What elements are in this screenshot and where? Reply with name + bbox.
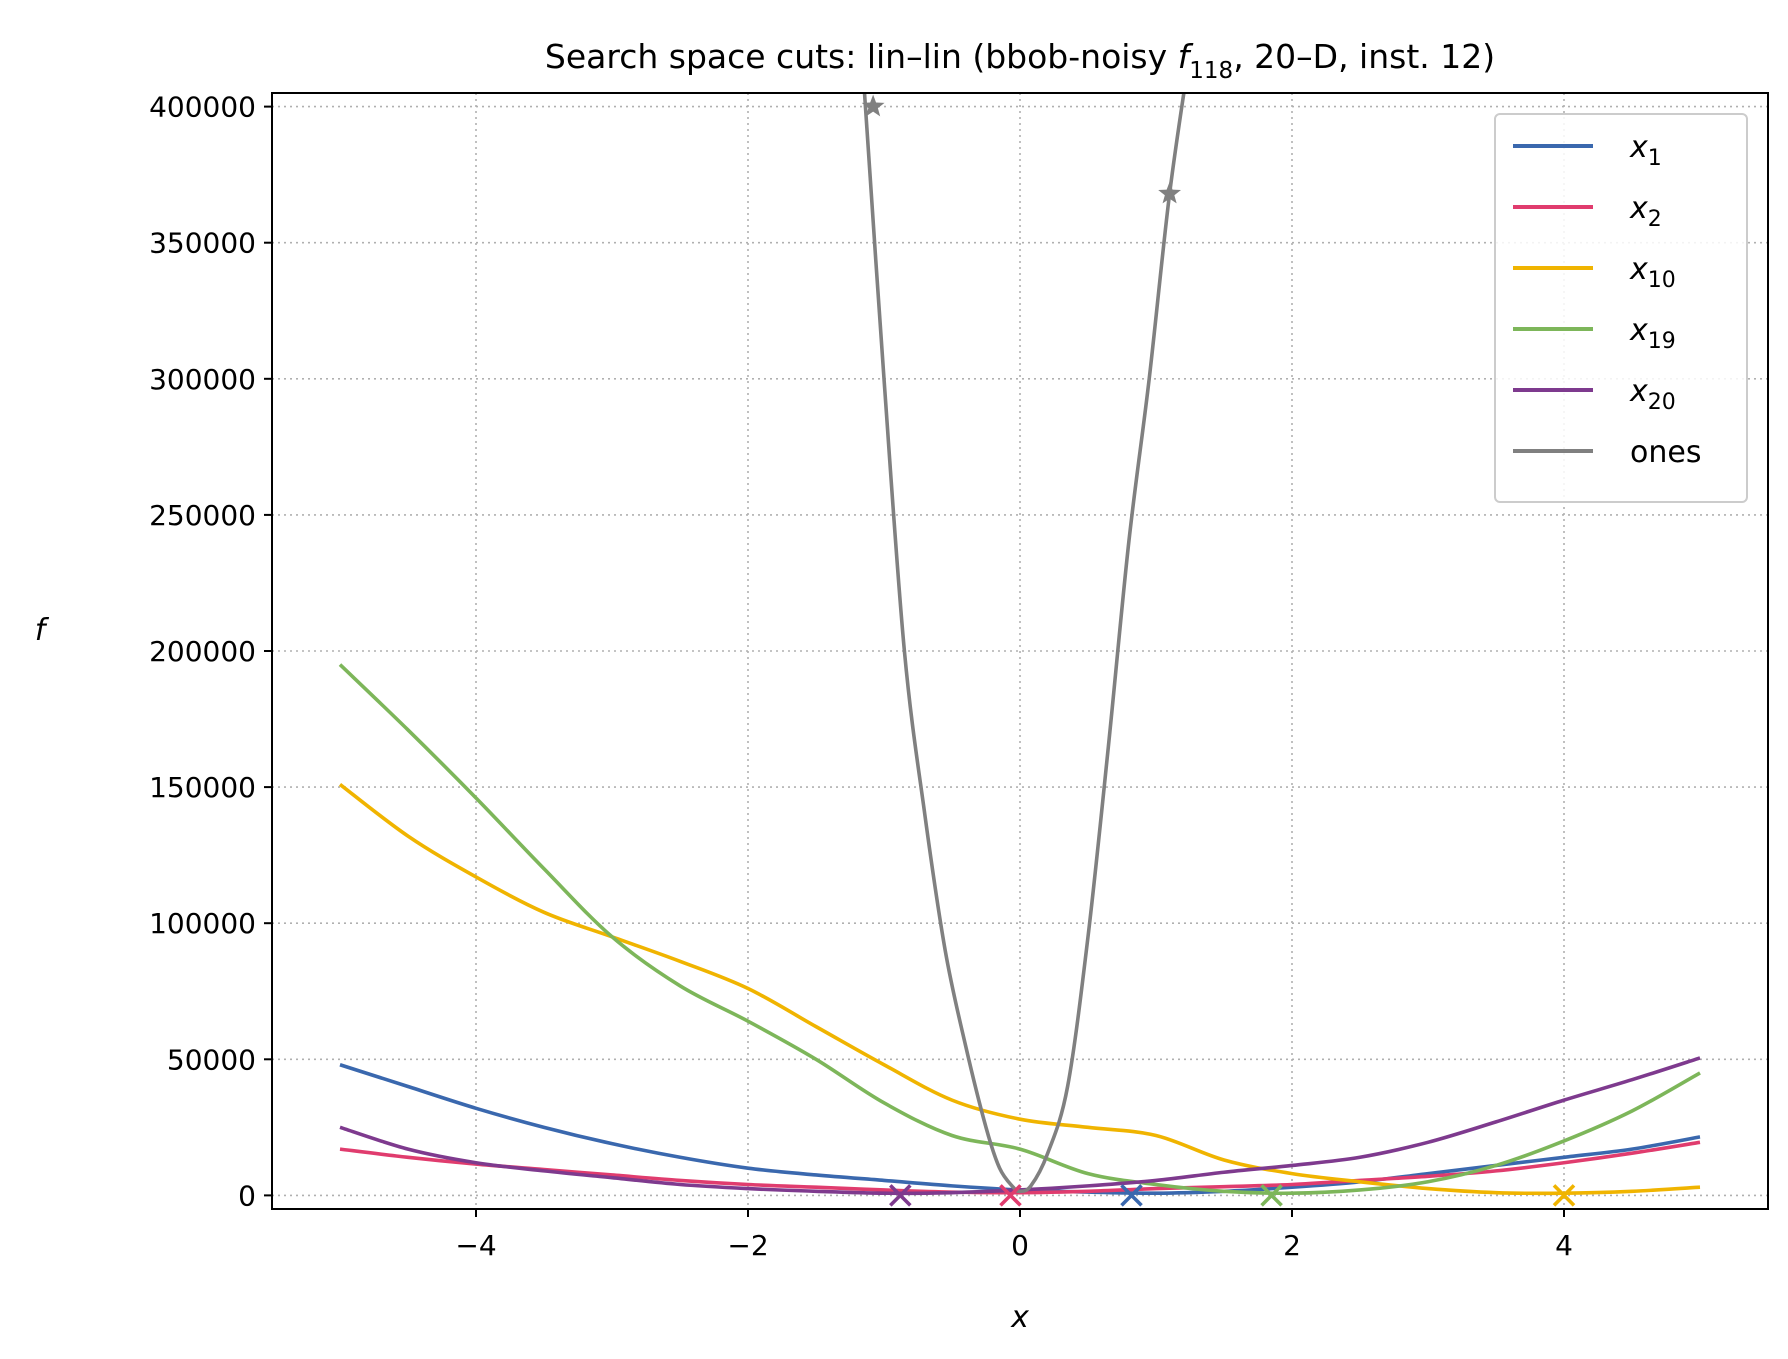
legend-item-x20: x20	[1513, 374, 1676, 415]
x-tick-label: 4	[1555, 1229, 1573, 1262]
y-tick-label: 100000	[149, 907, 256, 940]
legend-label: x10	[1629, 252, 1676, 293]
legend-label: x19	[1629, 313, 1676, 354]
legend-item-x10: x10	[1513, 252, 1676, 293]
minimum-marker-x19	[1260, 1184, 1283, 1207]
minimum-marker-x20	[889, 1184, 912, 1207]
y-tick-label: 250000	[149, 499, 256, 532]
y-tick-label: 0	[238, 1179, 256, 1212]
legend: x1 x2 x10 x19 x20 ones	[1494, 113, 1748, 503]
y-axis-label: f	[35, 613, 50, 648]
x-tick-label: −4	[455, 1229, 496, 1262]
legend-item-ones: ones	[1513, 435, 1701, 470]
y-axis: 0 50000 100000 150000 200000 250000 300000 3500…	[149, 91, 272, 1212]
y-tick-label: 200000	[149, 635, 256, 668]
y-tick-label: 50000	[167, 1043, 256, 1076]
y-tick-label: 400000	[149, 91, 256, 124]
x-tick-label: 0	[1011, 1229, 1029, 1262]
legend-label: x20	[1629, 374, 1676, 415]
star-marker-ones	[861, 94, 885, 117]
minimum-marker-x2	[999, 1184, 1022, 1207]
legend-label: ones	[1630, 435, 1701, 470]
star-marker-ones	[1158, 181, 1182, 204]
y-tick-label: 150000	[149, 771, 256, 804]
x-axis-label: x	[1010, 1300, 1029, 1335]
series-line-x10	[338, 782, 1701, 1196]
x-axis: −4 −2 0 2 4	[455, 1209, 1573, 1262]
y-tick-label: 300000	[149, 363, 256, 396]
series-line-ones	[862, 93, 1186, 1194]
marker-layer	[861, 94, 1576, 1207]
x-tick-label: −2	[727, 1229, 768, 1262]
legend-item-x19: x19	[1513, 313, 1676, 354]
legend-item-x2: x2	[1513, 191, 1662, 232]
legend-label: x1	[1629, 130, 1662, 171]
legend-label: x2	[1629, 191, 1662, 232]
y-tick-label: 350000	[149, 227, 256, 260]
minimum-marker-x10	[1552, 1184, 1576, 1207]
legend-item-x1: x1	[1513, 130, 1662, 171]
series-layer	[338, 93, 1701, 1196]
legend-box	[1494, 113, 1748, 503]
series-line-x19	[338, 663, 1701, 1196]
chart-title: Search space cuts: lin–lin (bbob-noisy f…	[545, 37, 1495, 84]
x-tick-label: 2	[1283, 1229, 1301, 1262]
minimum-marker-x1	[1120, 1184, 1143, 1207]
